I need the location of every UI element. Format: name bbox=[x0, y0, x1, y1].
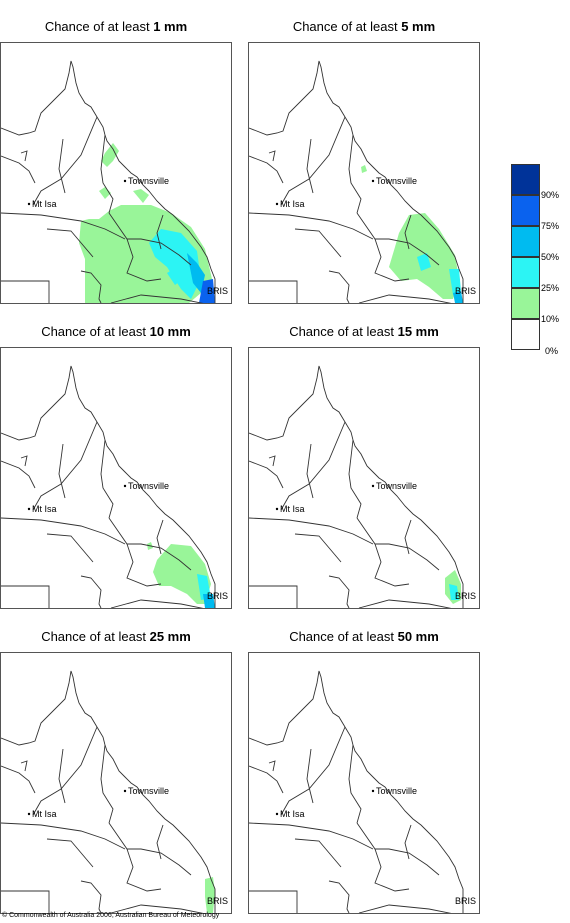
rain-probability-fill bbox=[205, 877, 215, 913]
queensland-outline bbox=[249, 365, 464, 608]
svg-text:Townsville: Townsville bbox=[128, 176, 169, 186]
map: Mt Isa Townsville BRIS bbox=[0, 652, 232, 914]
map: Mt Isa Townsville BRIS bbox=[248, 347, 480, 609]
map: Mt Isa Townsville BRIS bbox=[0, 42, 232, 304]
legend-swatch-10 bbox=[511, 288, 540, 319]
legend-swatch-0 bbox=[511, 319, 540, 350]
legend-label-25: 25% bbox=[541, 283, 560, 293]
legend-label-75: 75% bbox=[541, 221, 560, 231]
map-panel-10mm: Chance of at least 10 mm bbox=[0, 323, 232, 609]
place-labels: Mt Isa Townsville BRIS bbox=[27, 786, 228, 906]
rain-probability-fill bbox=[147, 542, 215, 608]
legend-label-50: 50% bbox=[541, 252, 560, 262]
rain-probability-fill bbox=[445, 570, 461, 604]
rain-probability-fill bbox=[361, 165, 463, 303]
queensland-outline bbox=[249, 670, 464, 913]
map-panel-50mm: Chance of at least 50 mm Mt bbox=[248, 628, 480, 914]
svg-text:Mt Isa: Mt Isa bbox=[32, 199, 57, 209]
svg-text:BRIS: BRIS bbox=[455, 896, 476, 906]
panel-title: Chance of at least 50 mm bbox=[289, 629, 439, 644]
legend-swatch-90 bbox=[511, 164, 540, 195]
svg-text:Mt Isa: Mt Isa bbox=[32, 504, 57, 514]
place-labels: Mt Isa Townsville BRIS bbox=[275, 786, 476, 906]
svg-text:Mt Isa: Mt Isa bbox=[280, 504, 305, 514]
queensland-outline bbox=[1, 60, 216, 303]
svg-text:Townsville: Townsville bbox=[376, 176, 417, 186]
panel-title: Chance of at least 5 mm bbox=[292, 19, 436, 34]
map-panel-5mm: Chance of at least 5 mm bbox=[248, 18, 480, 304]
map: Mt Isa Townsville BRIS bbox=[248, 652, 480, 914]
panel-title: Chance of at least 1 mm bbox=[44, 19, 188, 34]
svg-text:BRIS: BRIS bbox=[455, 591, 476, 601]
svg-text:Townsville: Townsville bbox=[128, 786, 169, 796]
legend-label-10: 10% bbox=[541, 314, 560, 324]
map-panel-15mm: Chance of at least 15 mm bbox=[248, 323, 480, 609]
map: Mt Isa Townsville BRIS bbox=[248, 42, 480, 304]
map-panel-25mm: Chance of at least 25 mm bbox=[0, 628, 232, 914]
panel-title: Chance of at least 25 mm bbox=[41, 629, 191, 644]
svg-text:Mt Isa: Mt Isa bbox=[280, 199, 305, 209]
legend-swatch-50 bbox=[511, 226, 540, 257]
svg-text:BRIS: BRIS bbox=[455, 286, 476, 296]
panel-title: Chance of at least 10 mm bbox=[41, 324, 191, 339]
queensland-outline bbox=[1, 365, 216, 608]
rain-probability-fill bbox=[79, 143, 215, 303]
legend-label-0: 0% bbox=[545, 346, 559, 356]
svg-text:BRIS: BRIS bbox=[207, 286, 228, 296]
svg-text:BRIS: BRIS bbox=[207, 591, 228, 601]
copyright-notice: © Commonwealth of Australia 2006, Austra… bbox=[2, 912, 220, 919]
legend-swatch-75 bbox=[511, 195, 540, 226]
map-panel-1mm: Chance of at least 1 mm bbox=[0, 18, 232, 304]
queensland-outline bbox=[249, 60, 464, 303]
svg-text:BRIS: BRIS bbox=[207, 896, 228, 906]
place-labels: Mt Isa Townsville BRIS bbox=[27, 481, 228, 601]
queensland-outline bbox=[1, 670, 216, 913]
legend-label-90: 90% bbox=[541, 190, 560, 200]
svg-text:Townsville: Townsville bbox=[128, 481, 169, 491]
legend-swatch-25 bbox=[511, 257, 540, 288]
place-labels: Mt Isa Townsville BRIS bbox=[275, 481, 476, 601]
place-labels: Mt Isa Townsville BRIS bbox=[275, 176, 476, 296]
svg-text:Mt Isa: Mt Isa bbox=[32, 809, 57, 819]
place-labels: Mt Isa Townsville BRIS bbox=[27, 176, 228, 296]
map: Mt Isa Townsville BRIS bbox=[0, 347, 232, 609]
panel-title: Chance of at least 15 mm bbox=[289, 324, 439, 339]
svg-text:Townsville: Townsville bbox=[376, 786, 417, 796]
svg-text:Townsville: Townsville bbox=[376, 481, 417, 491]
probability-legend: 90% 75% 50% 25% 10% 0% bbox=[511, 164, 569, 356]
svg-text:Mt Isa: Mt Isa bbox=[280, 809, 305, 819]
